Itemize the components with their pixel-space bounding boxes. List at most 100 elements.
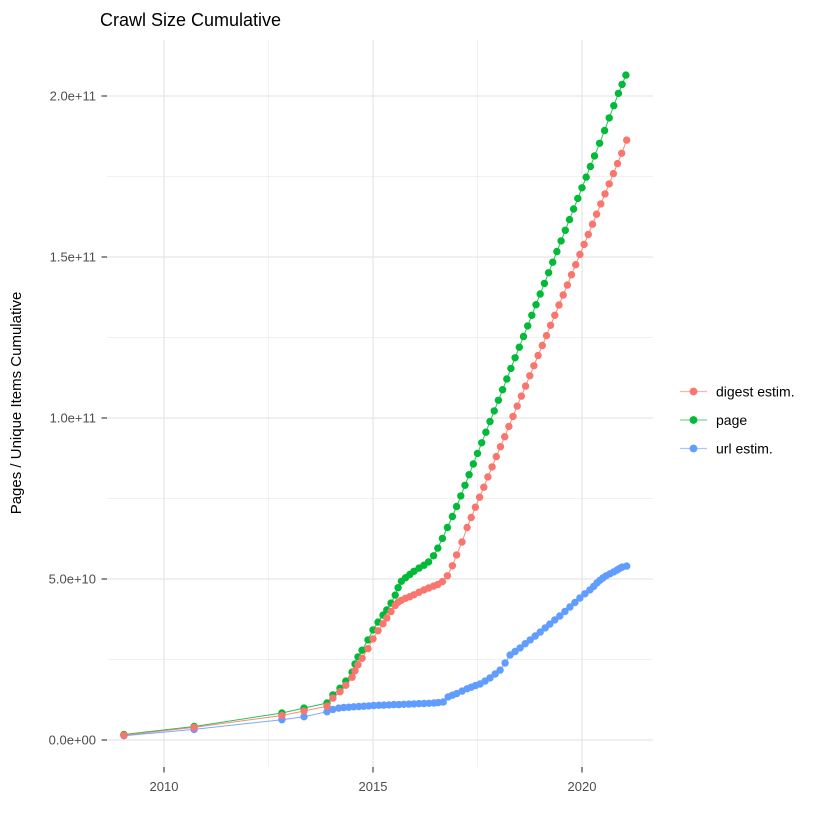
data-point-digest-estim [542, 331, 551, 340]
y-tick-label: 1.5e+11 [50, 250, 96, 265]
data-point-digest-estim [588, 220, 597, 228]
data-point-digest-estim [387, 607, 395, 616]
data-point-digest-estim [534, 351, 542, 360]
data-point-digest-estim [463, 523, 471, 532]
data-point-page [452, 502, 461, 511]
data-point-url-estim [329, 705, 337, 714]
data-point-page [394, 584, 402, 592]
data-point-url-estim [623, 562, 631, 570]
data-point-digest-estim [496, 443, 505, 451]
data-point-digest-estim [555, 301, 563, 309]
data-point-digest-estim [567, 271, 576, 279]
data-point-digest-estim [374, 627, 382, 635]
data-point-digest-estim [563, 281, 572, 289]
y-axis-tick-labels: 0.0e+00 5.0e+10 1.0e+11 1.5e+11 2.0e+11 [49, 89, 96, 748]
data-point-page [494, 396, 503, 404]
axis-tick-marks [101, 95, 583, 773]
data-point-digest-estim [448, 562, 457, 570]
data-point-digest-estim [348, 673, 356, 681]
data-point-digest-estim [278, 711, 286, 720]
data-point-digest-estim [492, 452, 500, 461]
data-point-digest-estim [484, 473, 492, 481]
gridlines-major [107, 40, 653, 767]
y-tick-label: 1.0e+11 [50, 411, 96, 426]
data-point-url-estim [491, 670, 499, 678]
data-point-page [434, 544, 442, 552]
data-point-page [486, 417, 494, 426]
data-point-digest-estim [379, 620, 387, 628]
data-point-digest-estim [605, 180, 613, 188]
data-point-digest-estim [505, 422, 513, 431]
legend-label-page: page [716, 412, 747, 428]
data-point-digest-estim [501, 433, 509, 441]
data-point-digest-estim [475, 493, 484, 501]
data-point-page [578, 184, 586, 192]
data-point-url-estim [551, 616, 559, 624]
data-point-digest-estim [559, 291, 567, 299]
data-point-page [595, 139, 604, 147]
data-point-page [473, 449, 482, 458]
data-point-digest-estim [351, 667, 359, 675]
data-point-page [448, 512, 457, 521]
legend-key-dot-digest-estim [689, 387, 698, 396]
y-tick-label: 2.0e+11 [50, 89, 96, 104]
data-point-page [528, 311, 536, 319]
series-line-digest-estim [123, 139, 628, 736]
data-point-page [443, 523, 452, 532]
data-point-url-estim [536, 628, 544, 636]
y-tick-label: 0.0e+00 [49, 733, 96, 748]
data-point-digest-estim [509, 412, 517, 421]
legend: digest estim. page url estim. [680, 384, 795, 457]
data-point-digest-estim [488, 463, 496, 471]
y-axis-title: Pages / Unique Items Cumulative [8, 292, 25, 515]
data-point-page [582, 173, 590, 181]
data-point-page [549, 258, 557, 266]
data-point-digest-estim [613, 159, 622, 168]
x-tick-label: 2020 [568, 779, 597, 794]
data-point-url-estim [496, 666, 504, 674]
x-tick-label: 2015 [359, 779, 388, 794]
data-point-digest-estim [354, 661, 362, 669]
data-point-page [536, 290, 544, 298]
data-point-page [469, 460, 477, 468]
legend-label-digest-estim: digest estim. [716, 384, 795, 400]
data-point-page [498, 386, 507, 394]
data-point-digest-estim [580, 240, 588, 249]
data-point-page [532, 301, 540, 309]
data-point-page [610, 102, 618, 110]
data-point-page [482, 428, 490, 436]
data-point-page [519, 332, 528, 341]
data-point-digest-estim [530, 362, 538, 370]
data-point-url-estim [300, 713, 308, 721]
data-point-url-estim [581, 590, 589, 598]
data-point-digest-estim [623, 136, 631, 144]
data-point-digest-estim [383, 614, 391, 622]
data-point-page [515, 343, 523, 351]
data-point-page [561, 226, 569, 234]
legend-key-dot-url-estim [689, 444, 698, 453]
data-point-page [457, 492, 465, 500]
data-point-digest-estim [364, 644, 372, 653]
data-point-url-estim [439, 698, 447, 706]
data-point-page [429, 552, 438, 560]
data-point-url-estim [323, 708, 331, 716]
data-point-url-estim [521, 640, 529, 648]
data-point-digest-estim [323, 702, 331, 710]
data-point-page [358, 646, 366, 654]
data-point-digest-estim [584, 230, 592, 239]
series-digest-estim [120, 136, 631, 739]
data-point-page [622, 71, 630, 79]
data-point-page [478, 439, 486, 447]
data-point-page [574, 194, 582, 203]
data-point-page [507, 364, 515, 373]
data-point-url-estim [571, 598, 579, 607]
data-point-page [605, 114, 613, 122]
data-point-url-estim [561, 607, 569, 616]
data-point-digest-estim [458, 538, 466, 546]
data-point-page [540, 279, 549, 288]
data-point-url-estim [546, 620, 554, 628]
y-tick-label: 5.0e+10 [49, 572, 96, 587]
data-point-page [544, 269, 553, 277]
